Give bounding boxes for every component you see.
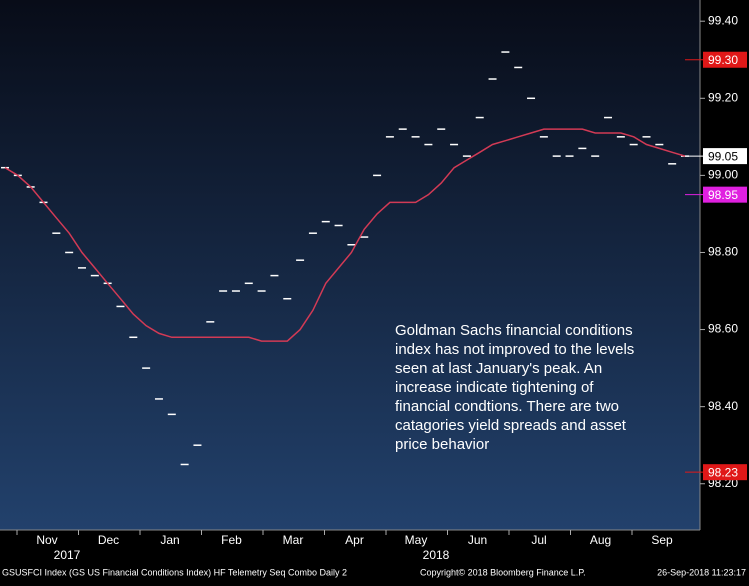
price-label-box [703,186,747,203]
x-tick-label: Sep [651,533,673,547]
footer-right: 26-Sep-2018 11:23:17 [657,567,746,577]
price-label-box [703,464,747,481]
x-tick-label: Aug [590,533,611,547]
price-label-box [703,51,747,68]
x-tick-label: Jul [531,533,546,547]
y-tick-label: 98.60 [708,322,738,336]
y-tick-label: 98.80 [708,245,738,259]
x-tick-label: Dec [98,533,119,547]
moving-average [4,128,686,342]
x-tick-label: Apr [345,533,364,547]
price-label: 99.05 [708,149,738,163]
plot-area [0,0,700,530]
annotation: Goldman Sachs financial conditions index… [395,322,635,453]
year-label: 2018 [423,548,450,562]
x-tick-label: May [405,533,428,547]
y-tick-label: 99.00 [708,168,738,182]
price-label-box [703,148,747,165]
footer-left: GSUSFCI Index (GS US Financial Condition… [2,567,347,577]
y-tick-label: 98.40 [708,399,738,413]
year-label: 2017 [54,548,81,562]
x-tick-label: Nov [36,533,57,547]
y-tick-label: 99.20 [708,90,738,104]
footer-center: Copyright© 2018 Bloomberg Finance L.P. [420,567,586,577]
price-label: 98.95 [708,188,738,202]
price-label: 99.30 [708,53,738,67]
x-tick-label: Feb [221,533,242,547]
x-tick-label: Jan [160,533,179,547]
x-tick-label: Jun [468,533,487,547]
price-label: 98.23 [708,465,738,479]
y-tick-label: 99.40 [708,13,738,27]
x-tick-label: Mar [283,533,304,547]
